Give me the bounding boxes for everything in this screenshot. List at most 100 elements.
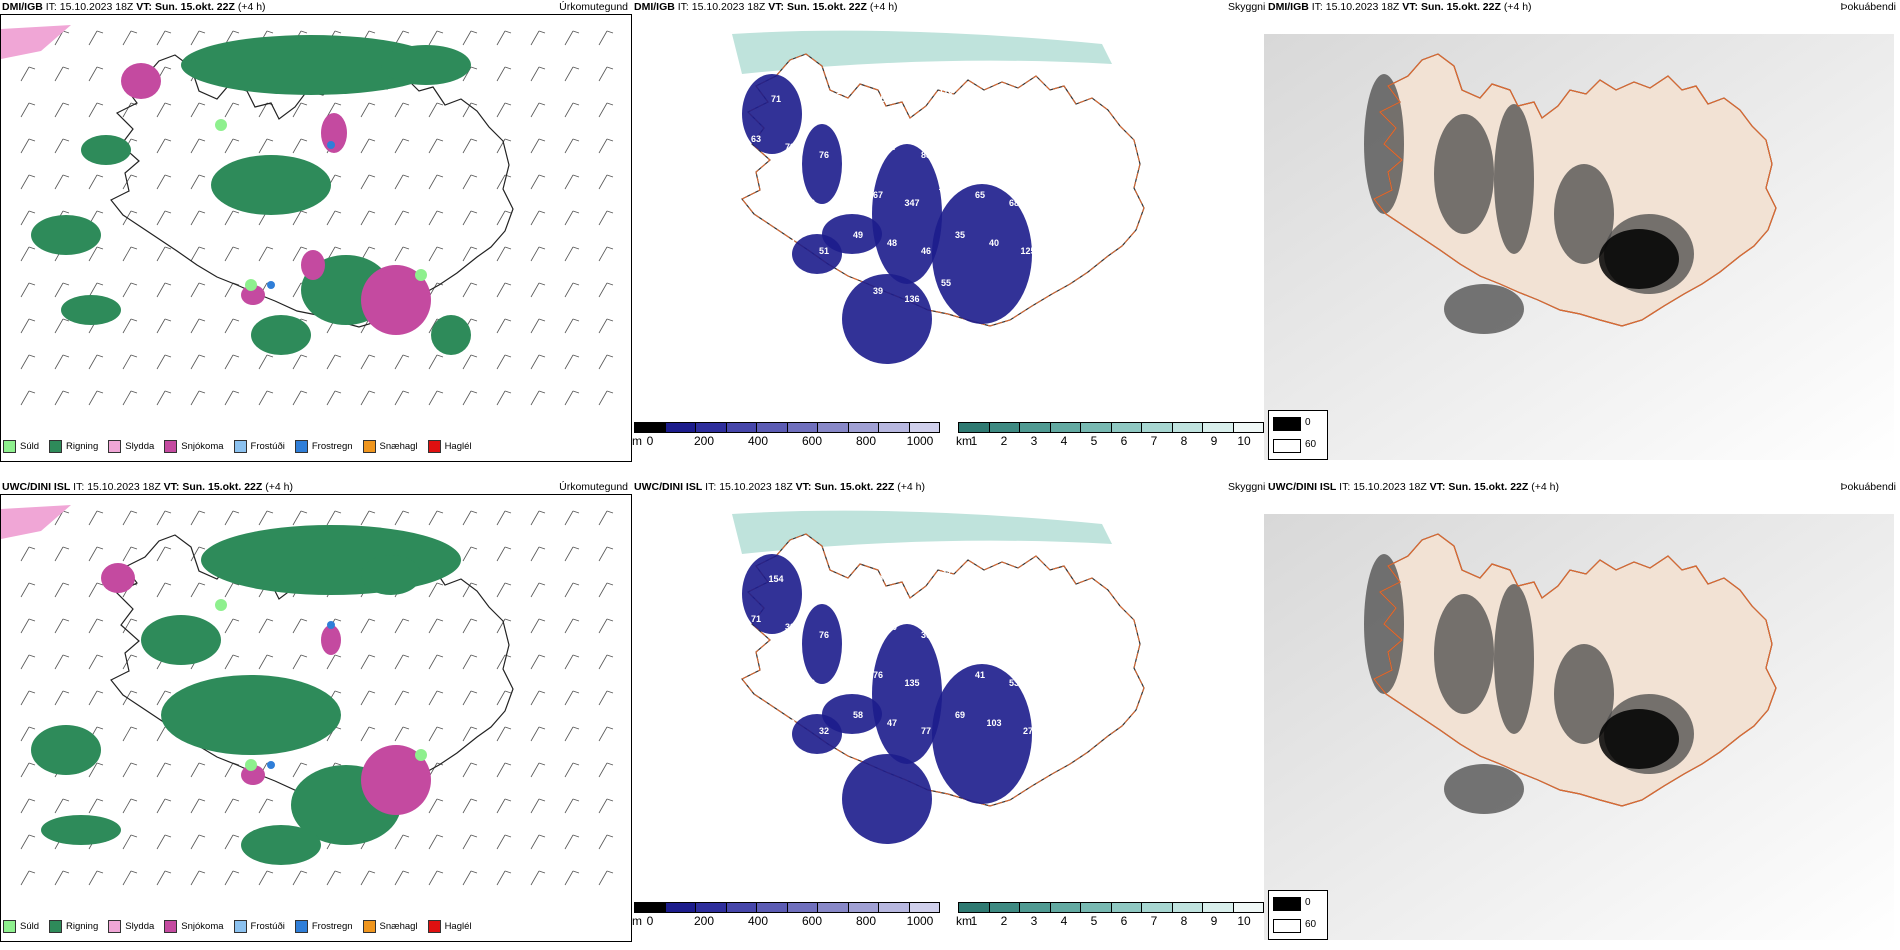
fog-key-label: 0 xyxy=(1305,417,1311,428)
wind-barb xyxy=(360,102,376,118)
rain-area xyxy=(241,825,321,865)
param-name: Þokuábendi xyxy=(1840,481,1896,493)
scale-tick: 600 xyxy=(801,434,823,448)
wind-barb xyxy=(54,138,70,154)
wind-barb xyxy=(122,318,138,334)
legend-label: Súld xyxy=(20,440,40,452)
wind-barb xyxy=(122,654,138,670)
wind-barb xyxy=(564,210,580,226)
scale-tick: 0 xyxy=(646,914,654,928)
wind-barb xyxy=(88,102,104,118)
cloud-base-value: 111 xyxy=(851,614,865,624)
wind-barb xyxy=(54,354,70,370)
fog-area xyxy=(1494,584,1534,734)
scale-tick: 800 xyxy=(855,914,877,928)
model-label: UWC/DINI ISL xyxy=(1268,481,1337,493)
vt-value: Sun. 15.okt. 22Z xyxy=(182,481,263,493)
wind-barb xyxy=(564,102,580,118)
rain-area xyxy=(81,135,131,165)
cloud-base-value: 50 xyxy=(805,102,815,112)
cloud-map-canvas: 46 154 74 69 90 50 39 68 139 71 38 76 111 90 39 43 69 214… xyxy=(732,510,1145,844)
cloud-base-value: 199 xyxy=(938,182,953,192)
wind-barb xyxy=(88,30,104,46)
rain-area xyxy=(61,295,121,325)
wind-barb xyxy=(156,318,172,334)
legend-item: Frostúði xyxy=(233,919,285,933)
cloud-base-value: 39 xyxy=(921,630,931,640)
wind-barb xyxy=(428,618,444,634)
vt-value: Sun. 15.okt. 22Z xyxy=(1420,1,1501,13)
roads xyxy=(1373,533,1777,807)
wind-barb xyxy=(190,138,206,154)
wind-barb xyxy=(564,510,580,526)
snow-area xyxy=(101,563,135,593)
wind-barb xyxy=(564,798,580,814)
rain-area xyxy=(211,155,331,215)
wind-barb xyxy=(462,510,478,526)
wind-barb xyxy=(360,726,376,742)
wind-barb xyxy=(496,834,512,850)
wind-barb xyxy=(564,354,580,370)
vt-label: VT: xyxy=(768,1,785,13)
cloud-visibility-panel: UWC/DINI ISL IT: 15.10.2023 18Z VT: Sun.… xyxy=(632,480,1264,950)
wind-barb xyxy=(156,690,172,706)
wind-barb xyxy=(564,318,580,334)
drizzle-area xyxy=(215,599,227,611)
it-value: 15.10.2023 18Z xyxy=(691,1,766,13)
wind-barb xyxy=(598,870,614,886)
wind-barb xyxy=(496,582,512,598)
legend-swatch xyxy=(108,439,122,453)
wind-barb xyxy=(530,690,546,706)
wind-barb xyxy=(428,210,444,226)
it-value: 15.10.2023 18Z xyxy=(719,481,793,493)
wind-barb xyxy=(292,210,308,226)
wind-barb xyxy=(428,834,444,850)
legend-label: Snjókoma xyxy=(181,440,224,452)
wind-barb xyxy=(122,834,138,850)
wind-barb xyxy=(54,30,70,46)
wind-barb xyxy=(394,174,410,190)
cloud-base-value: 51 xyxy=(819,246,829,256)
it-label: IT: xyxy=(73,481,85,493)
visibility-scale: km 1 2 3 4 5 6 7 8 9 10 xyxy=(956,902,1264,938)
wind-barb xyxy=(190,834,206,850)
scale-tick: 8 xyxy=(1180,914,1188,928)
fog-key-swatch-light xyxy=(1273,919,1301,933)
legend-item: Slydda xyxy=(108,919,154,933)
wind-barb xyxy=(598,282,614,298)
wind-barb xyxy=(462,546,478,562)
wind-barb xyxy=(224,870,240,886)
wind-barb xyxy=(462,618,478,634)
wind-barb xyxy=(156,282,172,298)
wind-barb xyxy=(224,354,240,370)
cloud-base-value: 65 xyxy=(907,102,917,112)
wind-barb xyxy=(496,690,512,706)
legend-label: Frostregn xyxy=(311,920,353,932)
precip-map: Súld Rigning Slydda Snjókoma Frostúði Frostre… xyxy=(0,494,632,942)
cloud-base-value: 69 xyxy=(955,710,965,720)
rain-area xyxy=(361,555,421,595)
freezing-rain-area xyxy=(267,281,275,289)
wind-barb xyxy=(292,870,308,886)
wind-barb xyxy=(54,582,70,598)
freezing-rain-area xyxy=(327,141,335,149)
wind-barb xyxy=(292,510,308,526)
wind-barb xyxy=(156,354,172,370)
fog-key-swatch-light xyxy=(1273,439,1301,453)
cloud-base-value: 59 xyxy=(853,134,863,144)
cloud-base-value: 53 xyxy=(737,758,747,768)
wind-barb xyxy=(598,654,614,670)
scale-unit: km xyxy=(956,434,972,448)
wind-barb xyxy=(292,102,308,118)
cloud-base-value: 83 xyxy=(921,150,931,160)
wind-barb xyxy=(224,618,240,634)
wind-barb xyxy=(88,282,104,298)
wind-barb xyxy=(394,654,410,670)
cloud-base-value: 34 xyxy=(751,710,761,720)
cloud-base-value: 181 xyxy=(734,182,749,192)
cloud-base-value: 30 xyxy=(785,718,795,728)
panel-title: UWC/DINI ISL IT: 15.10.2023 18Z VT: Sun.… xyxy=(2,480,293,494)
cloud-base-value: 46 xyxy=(771,190,781,200)
wind-barb xyxy=(258,654,274,670)
wind-barb xyxy=(190,210,206,226)
